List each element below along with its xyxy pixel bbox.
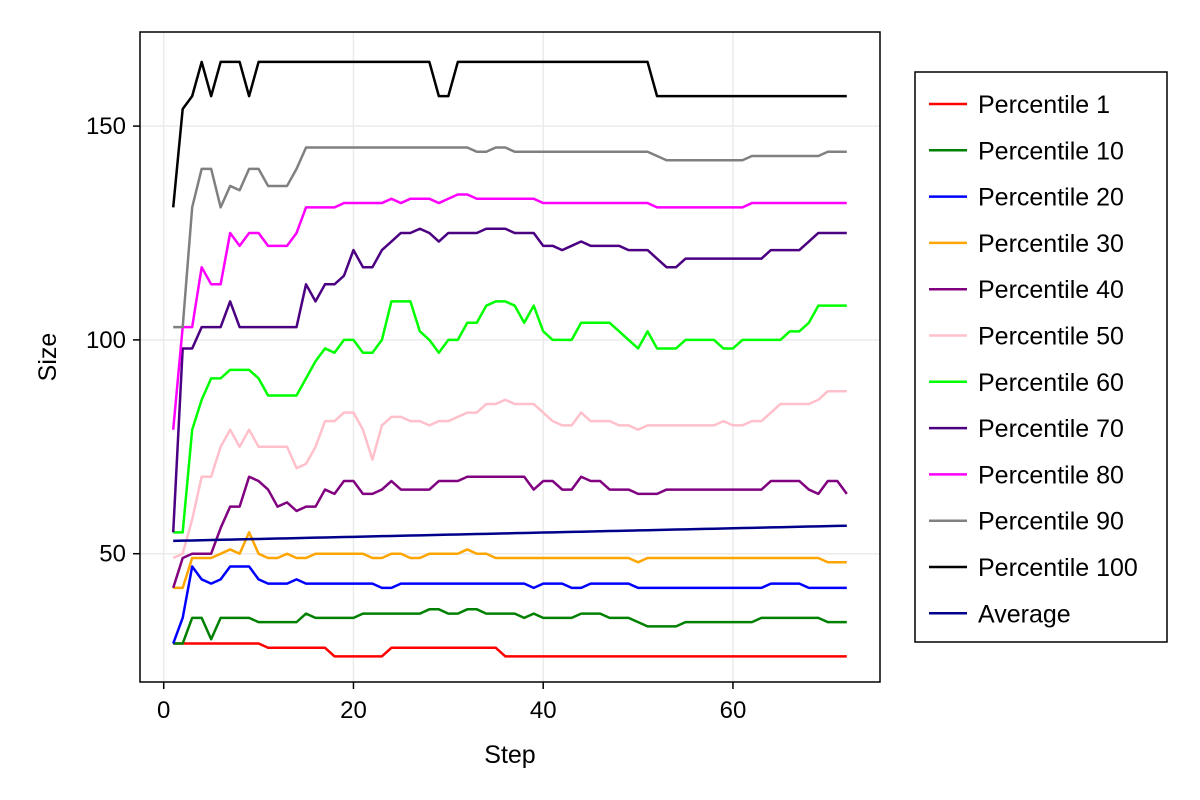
series-line-percentile-60 xyxy=(173,300,847,534)
x-tick-label: 0 xyxy=(157,697,170,724)
legend-label-percentile-20: Percentile 20 xyxy=(978,184,1124,212)
y-tick-label: 150 xyxy=(86,113,126,140)
series-line-percentile-70 xyxy=(171,227,847,533)
legend-label-percentile-80: Percentile 80 xyxy=(978,461,1124,489)
series-line-percentile-50 xyxy=(172,389,847,560)
y-axis-label: Size xyxy=(34,333,62,382)
plot-frame xyxy=(139,31,881,683)
y-tick-label: 100 xyxy=(86,327,126,354)
legend-label-percentile-30: Percentile 30 xyxy=(978,230,1124,258)
axes: 0 20 40 60 50 100 150 xyxy=(86,113,746,724)
series-line-percentile-10 xyxy=(173,608,847,645)
series-line-percentile-20 xyxy=(172,565,847,644)
legend-label-percentile-60: Percentile 60 xyxy=(978,369,1124,397)
legend-label-percentile-40: Percentile 40 xyxy=(978,276,1124,304)
x-tick-label: 60 xyxy=(720,697,747,724)
series-layer xyxy=(171,60,848,658)
legend-label-average: Average xyxy=(978,600,1071,628)
x-axis-label: Step xyxy=(484,741,535,769)
series-line-percentile-40 xyxy=(172,475,848,589)
legend-label-percentile-70: Percentile 70 xyxy=(978,415,1124,443)
plot-area xyxy=(140,32,880,682)
legend-label-percentile-1: Percentile 1 xyxy=(978,91,1110,119)
series-line-percentile-100 xyxy=(171,60,847,208)
legend-label-percentile-10: Percentile 10 xyxy=(978,137,1124,165)
legend-label-percentile-50: Percentile 50 xyxy=(978,323,1124,351)
series-line-percentile-90 xyxy=(173,146,847,329)
legend: Percentile 1 Percentile 10 Percentile 20 Pe… xyxy=(914,71,1168,643)
x-tick-label: 40 xyxy=(530,697,557,724)
series-line-percentile-30 xyxy=(173,531,847,590)
y-tick-label: 50 xyxy=(99,541,126,568)
series-line-average xyxy=(173,524,847,543)
legend-label-percentile-100: Percentile 100 xyxy=(978,554,1138,582)
legend-box xyxy=(914,71,1168,643)
legend-label-percentile-90: Percentile 90 xyxy=(978,508,1124,536)
x-tick-label: 20 xyxy=(340,697,367,724)
series-line-percentile-1 xyxy=(173,642,847,658)
series-line-percentile-80 xyxy=(171,193,847,430)
